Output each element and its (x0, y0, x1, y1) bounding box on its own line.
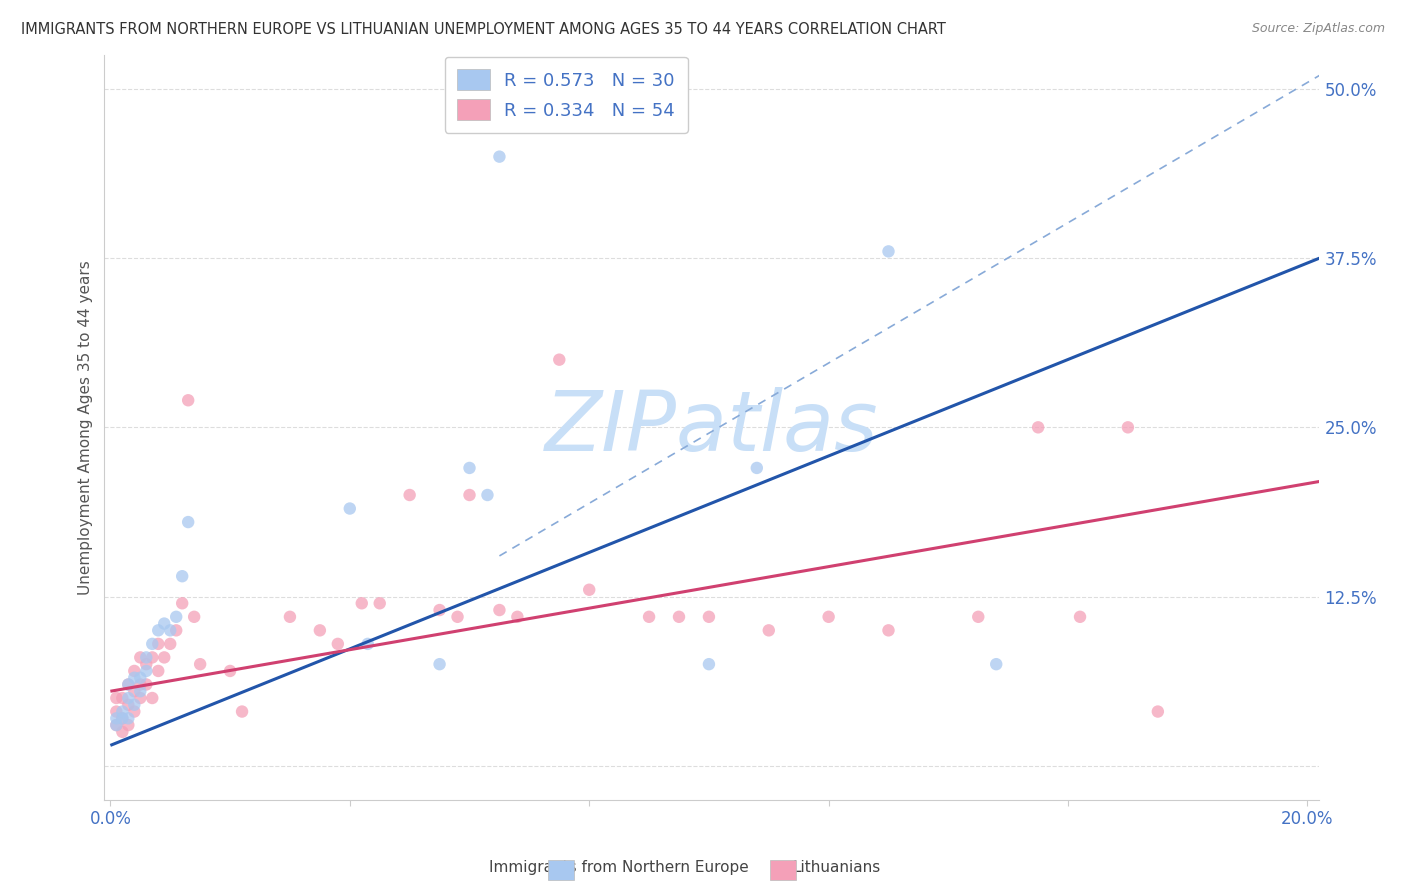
Point (1147, 705, 1170, 719)
Point (446, 609, 468, 624)
Point (129, 671, 152, 685)
Point (111, 711, 134, 725)
Point (368, 596, 391, 610)
Point (165, 624, 187, 638)
Point (111, 724, 134, 739)
Point (578, 582, 600, 597)
Point (177, 515, 200, 529)
Point (141, 650, 163, 665)
Point (172, 596, 194, 610)
Point (111, 711, 134, 725)
Point (506, 609, 529, 624)
Point (986, 657, 1008, 672)
Text: Immigrants from Northern Europe: Immigrants from Northern Europe (489, 860, 748, 874)
Point (458, 488, 481, 502)
Point (117, 677, 139, 691)
Point (148, 624, 170, 638)
Point (105, 691, 128, 706)
Point (638, 609, 661, 624)
Point (117, 698, 139, 712)
Point (488, 150, 510, 164)
Point (153, 650, 176, 665)
Point (124, 671, 146, 685)
Point (326, 637, 349, 651)
Point (278, 609, 301, 624)
Point (117, 691, 139, 706)
Point (548, 352, 571, 367)
Point (817, 609, 839, 624)
Point (758, 624, 780, 638)
Point (105, 718, 128, 732)
Point (219, 664, 242, 678)
Point (117, 677, 139, 691)
Point (124, 698, 146, 712)
Point (308, 624, 330, 638)
Point (877, 244, 900, 259)
Text: Source: ZipAtlas.com: Source: ZipAtlas.com (1251, 22, 1385, 36)
Point (135, 677, 157, 691)
Point (697, 657, 720, 672)
Point (124, 684, 146, 698)
Point (135, 650, 157, 665)
Point (488, 603, 510, 617)
Point (105, 711, 128, 725)
Point (1069, 609, 1091, 624)
Point (124, 664, 146, 678)
Point (117, 718, 139, 732)
Point (668, 609, 690, 624)
Point (458, 461, 481, 475)
Point (745, 461, 768, 475)
Point (697, 609, 720, 624)
Point (429, 657, 451, 672)
Point (135, 657, 157, 672)
Text: IMMIGRANTS FROM NORTHERN EUROPE VS LITHUANIAN UNEMPLOYMENT AMONG AGES 35 TO 44 Y: IMMIGRANTS FROM NORTHERN EUROPE VS LITHU… (21, 22, 946, 37)
Point (339, 501, 361, 516)
Point (105, 718, 128, 732)
Point (124, 705, 146, 719)
Point (177, 393, 200, 408)
Point (967, 609, 990, 624)
Point (231, 705, 253, 719)
Point (183, 609, 205, 624)
Point (172, 569, 194, 583)
Point (159, 637, 181, 651)
Point (188, 657, 211, 672)
Y-axis label: Unemployment Among Ages 35 to 44 years: Unemployment Among Ages 35 to 44 years (79, 260, 93, 595)
Point (117, 711, 139, 725)
Text: Lithuanians: Lithuanians (793, 860, 880, 874)
Point (141, 691, 163, 706)
Legend: R = 0.573   N = 30, R = 0.334   N = 54: R = 0.573 N = 30, R = 0.334 N = 54 (444, 57, 688, 133)
Point (105, 705, 128, 719)
Point (129, 691, 152, 706)
Point (111, 691, 134, 706)
Point (398, 488, 420, 502)
Text: ZIPatlas: ZIPatlas (546, 387, 879, 467)
Point (159, 624, 181, 638)
Point (135, 664, 157, 678)
Point (429, 603, 451, 617)
Point (129, 677, 152, 691)
Point (477, 488, 499, 502)
Point (1026, 420, 1049, 434)
Point (141, 637, 163, 651)
Point (129, 684, 152, 698)
Point (350, 596, 373, 610)
Point (153, 616, 176, 631)
Point (111, 705, 134, 719)
Point (357, 637, 380, 651)
Point (129, 650, 152, 665)
Point (165, 609, 187, 624)
Point (877, 624, 900, 638)
Point (148, 637, 170, 651)
Point (1116, 420, 1139, 434)
Point (148, 664, 170, 678)
